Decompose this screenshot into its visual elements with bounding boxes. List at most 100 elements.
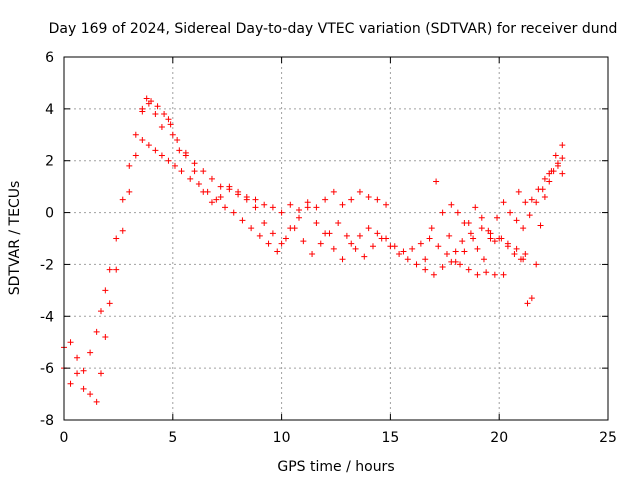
x-tick-label: 20 [490,430,508,446]
data-point [113,235,120,242]
data-point [287,225,294,232]
data-point [300,238,307,245]
data-point [374,196,381,203]
data-point [439,264,446,271]
y-tick-label: 2 [45,154,54,170]
data-point [67,380,74,387]
data-point [537,222,544,229]
data-point [278,240,285,247]
data-point [356,188,363,195]
data-point [365,194,372,201]
data-point [504,243,511,250]
data-point [126,188,133,195]
data-point [478,225,485,232]
data-point [413,261,420,268]
data-point [361,253,368,260]
data-point [343,232,350,239]
series-track-c [139,100,566,307]
data-point [365,225,372,232]
data-point [515,188,522,195]
data-point [182,152,189,159]
data-point [313,219,320,226]
data-point [483,269,490,276]
data-point [472,204,479,211]
data-point [433,178,440,185]
data-point [404,256,411,263]
data-point [400,248,407,255]
data-point [102,334,109,341]
data-point [396,251,403,258]
data-point [145,142,152,149]
data-point [139,108,146,115]
data-point [383,235,390,242]
data-point [491,271,498,278]
data-point [235,191,242,198]
data-point [119,196,126,203]
data-point [474,271,481,278]
data-point [520,225,527,232]
series-track-f [515,162,566,206]
data-point [243,196,250,203]
data-point [200,168,207,175]
data-point [528,295,535,302]
data-point [208,199,215,206]
data-point [152,111,159,118]
data-point [383,201,390,208]
data-point [226,183,233,190]
data-point [171,162,178,169]
data-point [391,243,398,250]
data-point [222,204,229,211]
grid [64,57,608,420]
data-point [165,116,172,123]
data-point [461,219,468,226]
data-point [498,235,505,242]
data-point [522,199,529,206]
data-point [507,209,514,216]
data-point [282,235,289,242]
data-point [339,256,346,263]
data-point [154,103,161,110]
data-point [430,271,437,278]
data-point [178,168,185,175]
data-point [158,152,165,159]
data-point [269,204,276,211]
data-point [513,217,520,224]
data-point [139,136,146,143]
data-point [67,339,74,346]
data-point [457,261,464,268]
data-point [428,225,435,232]
data-point [167,121,174,128]
data-point [80,385,87,392]
y-tick-label: -8 [40,413,54,429]
data-point [369,243,376,250]
data-point [119,227,126,234]
data-point [106,266,113,273]
data-point [422,256,429,263]
data-point [548,168,555,175]
data-point [480,256,487,263]
data-point [452,248,459,255]
data-point [535,186,542,193]
data-point [517,256,524,263]
data-point [87,349,94,356]
data-point [513,245,520,252]
x-tick-label: 10 [273,430,291,446]
data-point [465,266,472,273]
data-point [439,209,446,216]
data-point [526,212,533,219]
data-point [161,111,168,118]
data-layer [61,95,566,405]
data-point [339,201,346,208]
data-point [330,188,337,195]
data-point [487,235,494,242]
data-point [485,227,492,234]
plot-frame [63,56,609,421]
data-point [494,214,501,221]
data-point [217,183,224,190]
data-point [467,230,474,237]
y-tick-label: -2 [40,257,54,273]
data-point [152,147,159,154]
data-point [422,266,429,273]
y-tick-label: -4 [40,309,54,325]
data-point [261,201,268,208]
